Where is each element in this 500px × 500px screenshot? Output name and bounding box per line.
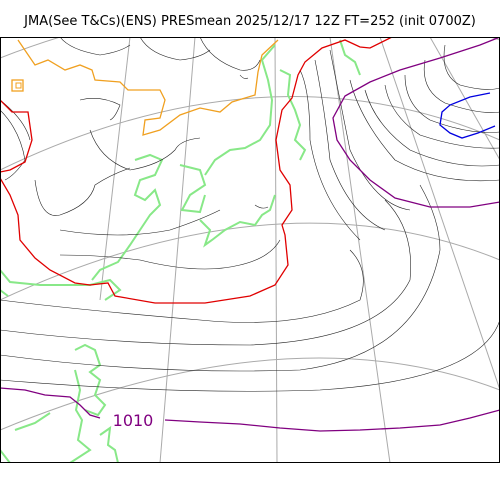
pressure-map: 1010 [0, 37, 500, 463]
borders [11, 39, 279, 136]
isobars-minor [0, 37, 500, 392]
map-title: JMA(See T&Cs)(ENS) PRESmean 2025/12/17 1… [24, 14, 476, 29]
isobar-1000 [439, 92, 496, 139]
isobar-1010 [0, 387, 500, 432]
graticule [0, 37, 500, 463]
city-marker-icon [15, 82, 22, 89]
contour-label-1010: 1010 [113, 411, 154, 430]
coastlines [0, 39, 361, 463]
isobar-1020 [0, 37, 393, 304]
map-border [0, 37, 500, 463]
isobar-1010-north [332, 37, 500, 208]
